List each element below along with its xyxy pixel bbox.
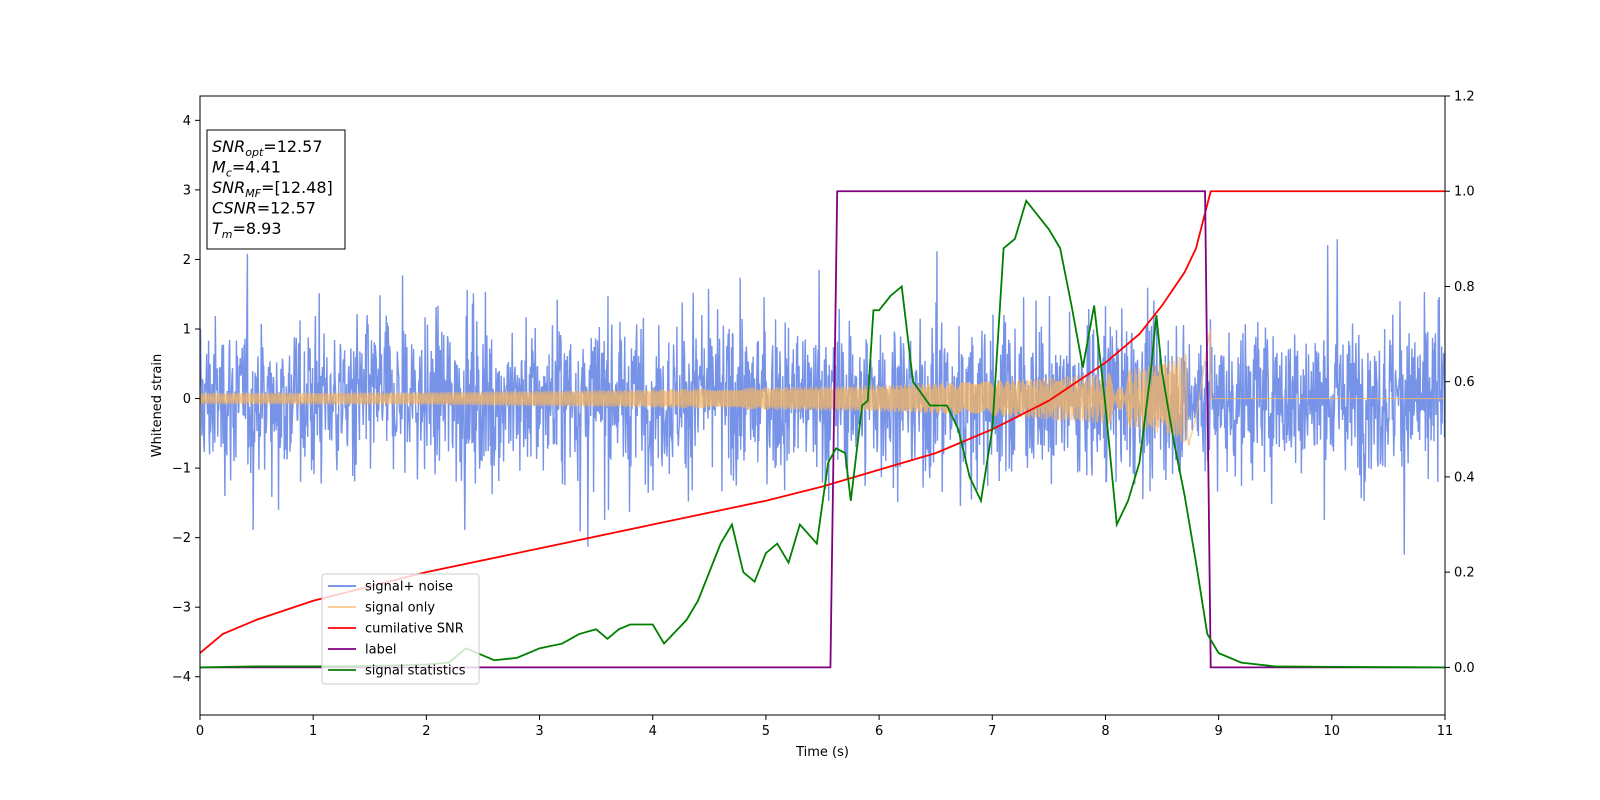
x-tick-label: 5 [762,724,770,739]
y-tick-label: 1 [183,322,191,337]
y2-tick-label: 0.4 [1454,470,1475,485]
y2-tick-label: 0.0 [1454,661,1475,676]
legend-entry: signal statistics [365,664,466,679]
x-tick-label: 6 [875,724,883,739]
x-tick-label: 3 [535,724,543,739]
y2-tick-label: 1.0 [1454,185,1475,200]
x-tick-label: 7 [988,724,996,739]
y-tick-label: 3 [183,183,191,198]
annotation-line: SNRopt=12.57 [212,137,323,159]
legend-box [321,573,480,685]
annotation-line: Tm=8.93 [212,219,282,241]
annotation-line: SNRMF=[12.48] [212,178,333,200]
y2-tick-label: 0.8 [1454,280,1475,295]
x-tick-label: 4 [649,724,657,739]
y2-tick-label: 1.2 [1454,90,1475,105]
y-tick-label: 4 [183,114,191,129]
y-tick-label: 2 [183,253,191,268]
x-tick-label: 8 [1101,724,1109,739]
y-tick-label: 0 [183,392,191,407]
x-tick-label: 1 [309,724,317,739]
y-tick-label: −3 [172,601,191,616]
x-tick-label: 0 [196,724,204,739]
x-tick-label: 10 [1324,724,1341,739]
y-tick-label: −2 [172,531,191,546]
y-tick-label: −4 [172,670,191,685]
series-signal-only [200,329,1445,446]
series-label [200,190,1445,669]
series-signal-statistics [200,198,1445,669]
legend-entry: label [365,643,396,658]
y2-tick-label: 0.2 [1454,566,1475,581]
x-tick-label: 2 [422,724,430,739]
x-tick-label: 9 [1214,724,1222,739]
x-tick-label: 11 [1437,724,1454,739]
axes: 0 1 2 3 4 5 6 7 8 9 10 11 −4 −3 −2 −1 0 1 2 3 4 0.0 0.2 0.4 0.6 0… [150,90,1475,761]
x-axis-label: Time (s) [795,745,849,760]
y-axis-label: Whitened strain [150,354,165,457]
y-tick-label: −1 [172,462,191,477]
annotation-line: Mc=4.41 [212,158,281,180]
annotation-line: CSNR=12.57 [212,199,316,218]
legend-entry: cumilative SNR [365,622,464,637]
legend-entry: signal+ noise [365,580,453,595]
plot-frame [199,95,1446,716]
y2-tick-label: 0.6 [1454,375,1475,390]
series-signal-noise [200,239,1445,555]
legend-entry: signal only [365,601,435,616]
annotation-frame [206,129,346,250]
annotation-box: SNRopt=12.57Mc=4.41SNRMF=[12.48]CSNR=12.… [206,129,346,250]
legend: signal+ noise signal only cumilative SNR la… [321,573,480,685]
